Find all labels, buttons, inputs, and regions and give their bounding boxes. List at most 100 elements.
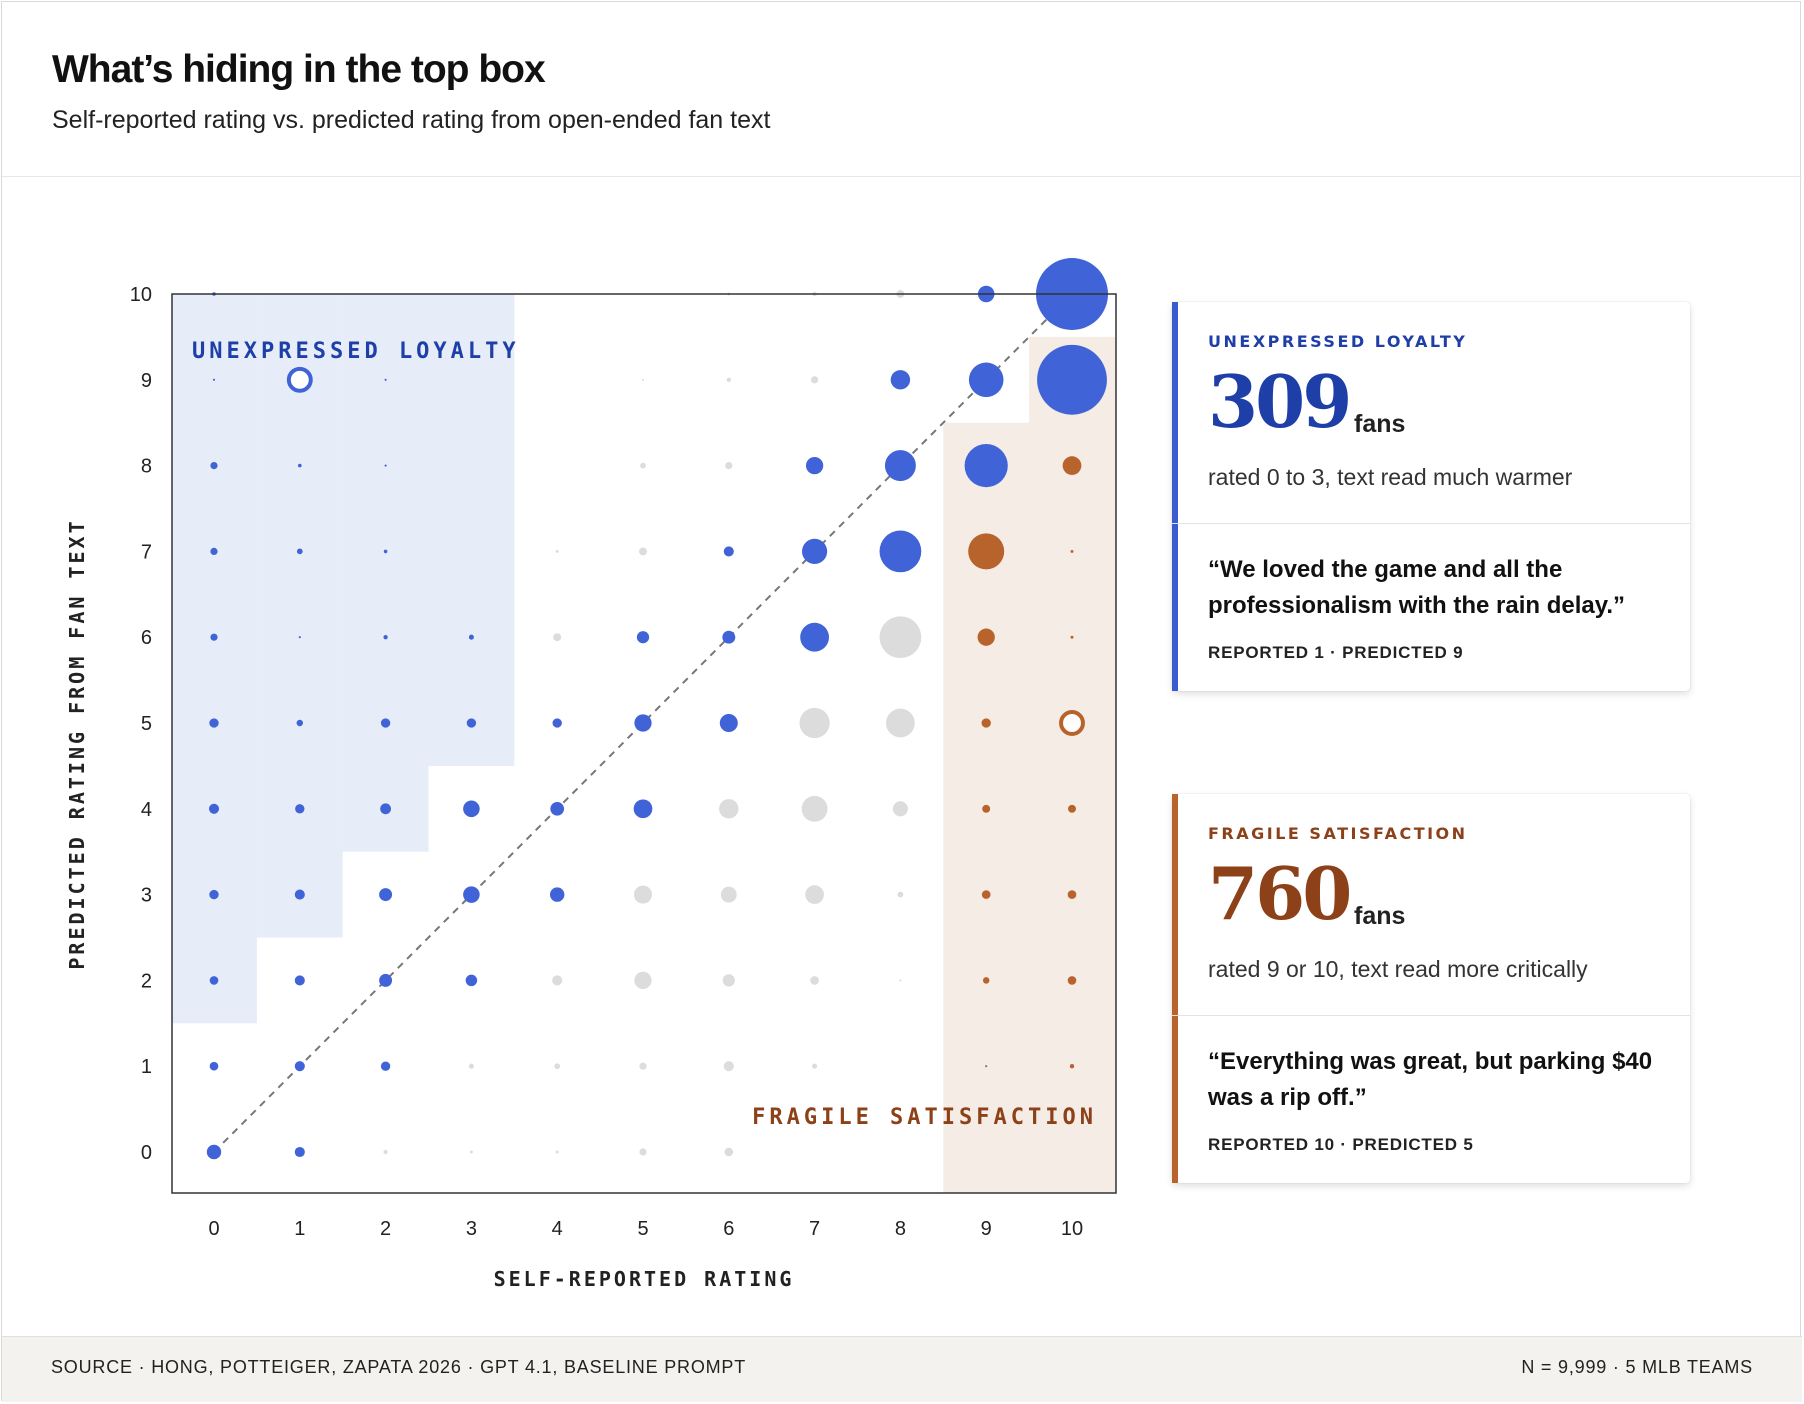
data-point [968,362,1004,398]
data-point [890,370,911,390]
data-point [298,636,301,639]
data-point [550,801,565,816]
data-point [209,889,219,900]
data-point [981,890,991,899]
y-axis-ticks: 0 1 2 3 4 5 6 7 8 9 10 [130,284,152,1164]
data-point [212,378,216,381]
data-point [726,377,731,382]
bubble-chart: UNEXPRESSED LOYALTY FRAGILE SATISFACTION… [65,258,1117,1291]
data-point [810,976,819,985]
data-point [209,718,219,728]
x-tick-label: 10 [1061,1218,1083,1240]
data-point [552,975,563,986]
data-point [294,1146,305,1158]
card-accent-bar [1172,302,1178,691]
data-point [723,546,734,557]
data-point [379,888,393,902]
data-point [1062,456,1082,475]
data-point [383,635,388,640]
data-point [633,799,653,819]
x-tick-label: 3 [466,1218,477,1240]
data-point [634,885,652,904]
card-label: FRAGILE SATISFACTION [1208,824,1468,843]
data-point [295,804,305,814]
data-point [465,974,478,987]
card-fragile-satisfaction: FRAGILE SATISFACTION 760 fans rated 9 or… [1172,794,1690,1183]
data-point [639,1062,647,1070]
x-tick-label: 5 [637,1218,648,1240]
data-point [469,1150,473,1154]
data-point [899,979,902,982]
data-point [964,444,1008,488]
data-point [968,533,1005,570]
x-tick-label: 2 [380,1218,391,1240]
footer: SOURCE · HONG, POTTEIGER, ZAPATA 2026 · … [2,1336,1802,1402]
data-point [209,976,219,985]
data-point [982,804,991,813]
x-tick-label: 6 [723,1218,734,1240]
unexpressed-loyalty-region [172,294,257,1024]
data-point [897,891,904,898]
data-point [294,975,305,986]
x-tick-label: 7 [809,1218,820,1240]
data-point [720,886,737,903]
data-point [296,719,304,727]
data-point [812,1063,818,1069]
x-tick-label: 4 [552,1218,563,1240]
y-tick-label: 10 [130,284,152,306]
data-point [985,1065,988,1068]
data-point [466,718,477,728]
data-point [725,462,733,470]
data-point [1069,1064,1075,1069]
unexpressed-loyalty-region [342,294,429,852]
data-point [722,630,736,644]
data-point [723,1061,734,1072]
data-point [981,718,991,728]
sample-size-note: N = 9,999 · 5 MLB TEAMS [1521,1357,1753,1377]
data-point [724,1147,734,1157]
data-point [552,718,562,728]
y-axis-label: PREDICTED RATING FROM FAN TEXT [65,518,89,969]
data-point [1037,344,1107,415]
data-point [210,633,218,641]
x-tick-label: 0 [208,1218,219,1240]
y-tick-label: 2 [141,970,152,992]
data-point [380,803,391,815]
data-point [879,616,922,659]
card-accent-bar [1172,794,1178,1183]
y-tick-label: 8 [141,456,152,478]
data-point [634,714,652,732]
data-point [553,633,562,642]
data-point [1070,635,1074,639]
data-point [634,971,652,990]
data-point [719,799,739,819]
data-point [802,538,828,565]
y-tick-label: 0 [141,1142,152,1164]
data-point [1067,890,1077,899]
data-point [463,886,480,903]
x-axis-label: SELF-REPORTED RATING [494,1267,795,1291]
unexpressed-loyalty-region [428,294,515,766]
data-point [892,801,908,817]
data-point [294,1061,305,1072]
data-point [206,1144,222,1160]
data-point [383,1149,388,1155]
x-tick-label: 9 [981,1218,992,1240]
x-tick-label: 1 [294,1218,305,1240]
data-point [294,889,305,900]
data-point [641,378,645,381]
data-point [977,628,995,646]
data-point [296,548,303,555]
plot-border [171,293,1117,1194]
data-point [555,1150,559,1154]
data-point [982,977,990,984]
header: What’s hiding in the top box Self-report… [2,2,1802,177]
page-subtitle: Self-reported rating vs. predicted ratin… [52,106,771,134]
data-point [722,974,735,987]
card-unit: fans [1354,410,1406,438]
data-point [640,462,646,469]
data-point [550,887,565,902]
card-description: rated 9 or 10, text read more critically [1208,956,1588,982]
data-point [554,1063,561,1070]
